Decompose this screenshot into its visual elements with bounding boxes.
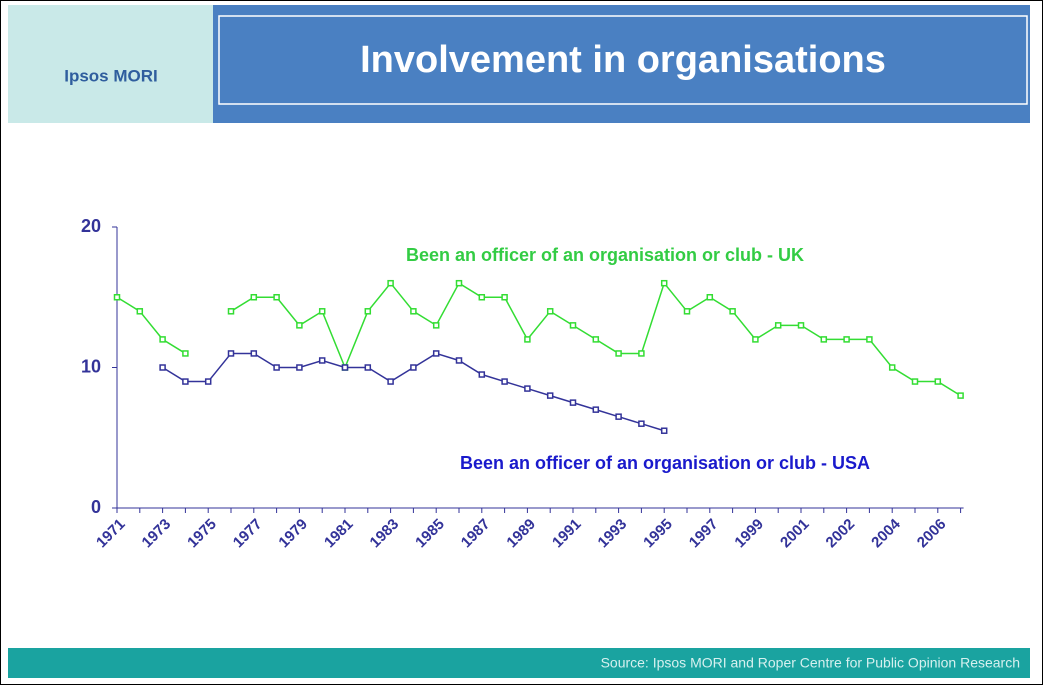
- point: [797, 322, 805, 329]
- point: [159, 364, 166, 371]
- point: [387, 279, 394, 287]
- point: [638, 350, 645, 357]
- point: [546, 392, 554, 399]
- point: [888, 364, 896, 371]
- point: [911, 378, 919, 385]
- point: [866, 336, 873, 343]
- y-tick-label: 0: [91, 497, 101, 517]
- point: [774, 322, 782, 329]
- y-tick-label: 10: [81, 356, 101, 376]
- point: [820, 336, 828, 343]
- y-tick-label: 20: [81, 216, 101, 236]
- point: [204, 378, 212, 385]
- point: [136, 308, 144, 315]
- series-line: [116, 296, 186, 355]
- point: [934, 378, 942, 385]
- point: [957, 392, 964, 399]
- point: [432, 350, 440, 357]
- point: [660, 427, 668, 434]
- point: [455, 357, 463, 364]
- chart-title: Involvement in organisations: [360, 39, 886, 81]
- point: [569, 399, 577, 406]
- point: [159, 336, 166, 343]
- point: [410, 364, 417, 371]
- point: [592, 336, 600, 343]
- point: [364, 308, 372, 315]
- point: [478, 294, 486, 301]
- point: [638, 420, 645, 427]
- point: [182, 350, 189, 357]
- point: [660, 279, 668, 287]
- point: [569, 322, 577, 329]
- point: [683, 308, 691, 315]
- point: [113, 294, 121, 301]
- point: [843, 336, 850, 343]
- point: [250, 350, 258, 357]
- point: [478, 371, 486, 378]
- title-frame: [218, 15, 1028, 105]
- point: [296, 322, 303, 329]
- point: [592, 406, 600, 413]
- brand: Ipsos MORI: [64, 66, 158, 85]
- point: [296, 364, 303, 371]
- point: [524, 385, 531, 392]
- point: [227, 308, 235, 315]
- point: [752, 336, 759, 343]
- point: [227, 350, 235, 357]
- point: [364, 364, 372, 371]
- series-label: Been an officer of an organisation or cl…: [460, 453, 870, 473]
- series-label: Been an officer of an organisation or cl…: [406, 245, 804, 265]
- point: [410, 308, 417, 315]
- point: [341, 364, 349, 371]
- point: [729, 308, 736, 315]
- point: [546, 308, 554, 315]
- point: [615, 350, 622, 357]
- point: [250, 294, 258, 301]
- point: [273, 364, 280, 371]
- source: Source: Ipsos MORI and Roper Centre for …: [601, 655, 1020, 671]
- point: [182, 378, 189, 385]
- point: [706, 294, 714, 301]
- point: [524, 336, 531, 343]
- point: [273, 294, 280, 301]
- point: [318, 308, 326, 315]
- point: [501, 378, 508, 385]
- brand-box: [8, 5, 213, 123]
- footer-band: [8, 648, 1030, 678]
- point: [615, 413, 622, 420]
- point: [501, 294, 508, 301]
- point: [387, 378, 394, 385]
- point: [318, 357, 326, 364]
- point: [432, 322, 440, 329]
- point: [455, 279, 463, 287]
